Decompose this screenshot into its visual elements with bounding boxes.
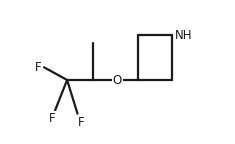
Text: O: O: [113, 73, 122, 87]
Text: F: F: [78, 115, 84, 129]
Text: F: F: [35, 61, 42, 74]
Text: F: F: [48, 112, 55, 125]
Text: NH: NH: [175, 29, 192, 42]
